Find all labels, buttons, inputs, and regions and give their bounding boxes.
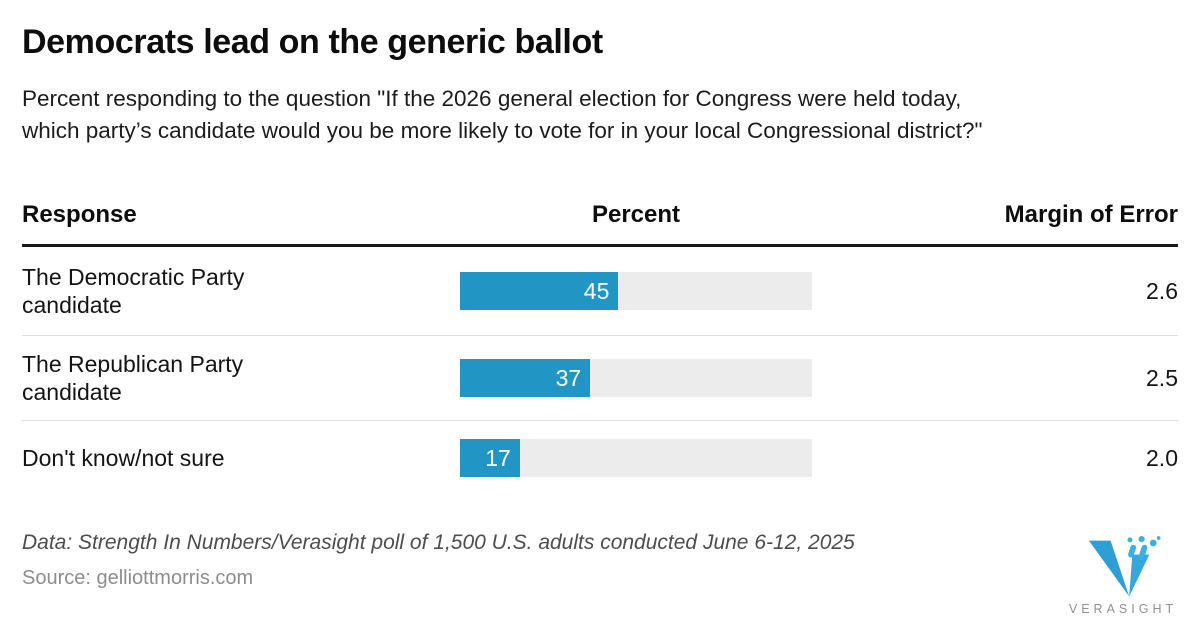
table-row: The Democratic Party candidate 45 2.6 (22, 247, 1178, 337)
chart-footer: Data: Strength In Numbers/Verasight poll… (22, 531, 1178, 590)
column-header-response: Response (22, 201, 137, 229)
margin-of-error-value: 2.6 (1146, 277, 1178, 304)
bar-cell: 37 (460, 359, 812, 398)
column-header-margin-of-error: Margin of Error (1004, 201, 1178, 229)
margin-of-error-value: 2.0 (1146, 444, 1178, 471)
bar-value-label: 37 (555, 364, 582, 391)
bar-fill: 17 (460, 439, 520, 478)
response-label: The Democratic Party candidate (22, 264, 245, 319)
bar-track: 17 (460, 439, 812, 478)
verasight-logo-text: VERASIGHT (1068, 602, 1178, 616)
bar-track: 37 (460, 359, 812, 398)
margin-of-error-value: 2.5 (1146, 364, 1178, 391)
chart-subtitle: Percent responding to the question "If t… (22, 86, 983, 144)
verasight-logo: VERASIGHT (1060, 536, 1186, 616)
verasight-logo-mark (1088, 536, 1161, 597)
bar-fill: 45 (460, 272, 619, 311)
column-header-percent: Percent (591, 201, 681, 229)
table-row: Don't know/not sure 17 2.0 (22, 421, 1178, 495)
bar-cell: 17 (460, 439, 812, 478)
table-header: Response Percent Margin of Error (22, 201, 1178, 248)
chart-card: Democrats lead on the generic ballot Per… (0, 23, 1200, 624)
response-label: The Republican Party candidate (22, 351, 244, 406)
table-row: The Republican Party candidate 37 2.5 (22, 336, 1178, 422)
chart-title: Democrats lead on the generic ballot (22, 23, 603, 61)
source-note: Source: gelliottmorris.com (22, 567, 254, 590)
bar-cell: 45 (460, 272, 812, 311)
table-body: The Democratic Party candidate 45 2.6 Th… (22, 247, 1178, 495)
response-label: Don't know/not sure (22, 445, 225, 472)
bar-value-label: 45 (583, 277, 610, 304)
bar-fill: 37 (460, 359, 591, 398)
bar-value-label: 17 (485, 444, 511, 471)
data-note: Data: Strength In Numbers/Verasight poll… (22, 531, 855, 555)
bar-track: 45 (460, 272, 812, 311)
